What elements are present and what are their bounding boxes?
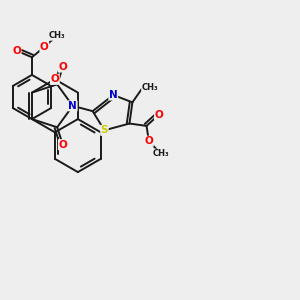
Text: O: O: [12, 46, 21, 56]
Text: N: N: [109, 90, 118, 100]
Text: O: O: [154, 110, 163, 120]
Text: O: O: [58, 140, 67, 150]
Text: CH₃: CH₃: [142, 83, 158, 92]
Text: N: N: [68, 101, 77, 111]
Text: CH₃: CH₃: [152, 149, 169, 158]
Text: O: O: [50, 74, 59, 84]
Text: O: O: [58, 62, 67, 72]
Text: S: S: [101, 125, 108, 135]
Text: O: O: [40, 42, 49, 52]
Text: O: O: [145, 136, 153, 146]
Text: CH₃: CH₃: [48, 31, 65, 40]
